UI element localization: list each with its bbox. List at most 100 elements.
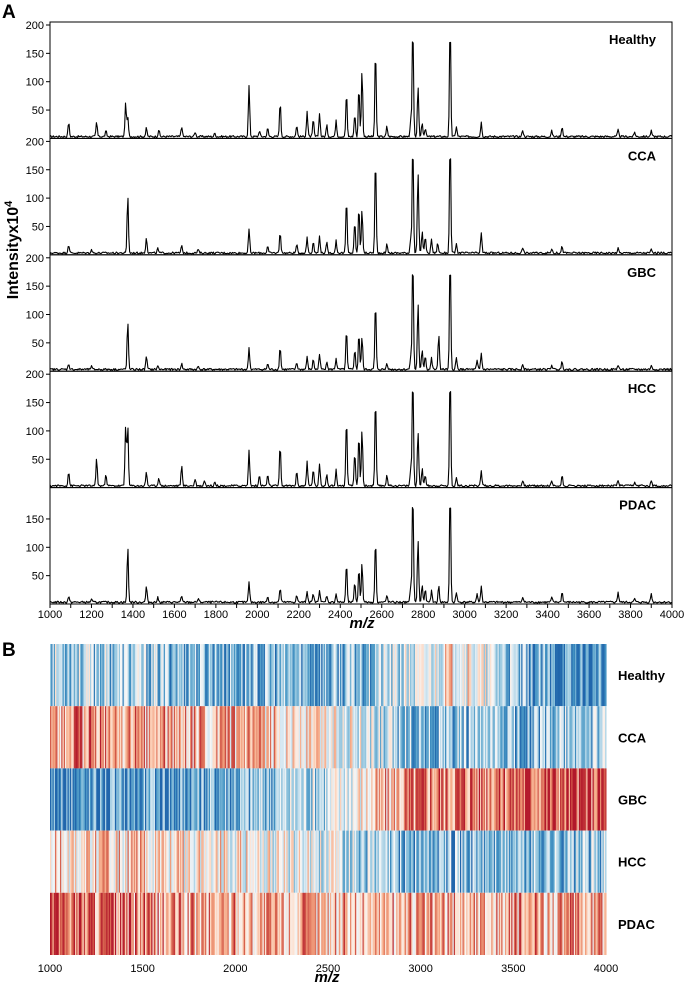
heatmap-cell <box>523 706 526 769</box>
heatmap-cell <box>102 768 105 831</box>
heatmap-cell <box>143 644 146 707</box>
heatmap-cell <box>361 706 363 769</box>
heatmap-cell <box>388 768 391 831</box>
heatmap-cell <box>165 892 167 955</box>
heatmap-cell <box>285 644 287 707</box>
heatmap-cell <box>547 892 550 955</box>
heatmap-cell <box>455 892 457 955</box>
heatmap-cell <box>591 892 593 955</box>
heatmap-cell <box>188 706 191 769</box>
heatmap-cell <box>121 830 123 893</box>
heatmap-cell <box>445 644 447 707</box>
heatmap-cell <box>553 830 556 893</box>
heatmap-cell <box>198 644 201 707</box>
heatmap-cell <box>507 830 510 893</box>
heatmap-cell <box>370 892 372 955</box>
heatmap-cell <box>251 892 253 955</box>
heatmap-cell <box>82 830 85 893</box>
heatmap-cell <box>133 830 136 893</box>
heatmap-cell <box>197 768 200 831</box>
heatmap-cell <box>510 706 512 769</box>
heatmap-cell <box>268 706 271 769</box>
heatmap-cell <box>283 830 286 893</box>
heatmap-cell <box>531 892 533 955</box>
heatmap-cell <box>186 830 188 893</box>
heatmap-cell <box>470 706 472 769</box>
heatmap-cell <box>393 644 396 707</box>
heatmap-cell <box>106 644 108 707</box>
heatmap-cell <box>97 768 100 831</box>
heatmap-cell <box>301 644 303 707</box>
heatmap-cell <box>350 644 352 707</box>
heatmap-cell <box>242 892 245 955</box>
heatmap-cell <box>91 706 93 769</box>
heatmap-cell <box>228 768 231 831</box>
heatmap-cell <box>136 892 138 955</box>
heatmap-cell <box>136 644 138 707</box>
heatmap-cell <box>333 830 336 893</box>
heatmap-cell <box>403 830 406 893</box>
heatmap-cell <box>487 768 490 831</box>
heatmap-cell <box>522 644 525 707</box>
heatmap-cell <box>601 706 603 769</box>
heatmap-cell <box>553 644 556 707</box>
heatmap-cell <box>190 830 192 893</box>
heatmap-cell <box>242 644 245 707</box>
panel-letter-a: A <box>2 2 16 23</box>
heatmap-cell <box>105 644 107 707</box>
heatmap-cell <box>353 644 356 707</box>
heatmap-cell <box>113 706 116 769</box>
heatmap-cell <box>303 768 306 831</box>
heatmap-cell <box>490 644 492 707</box>
heatmap-cell <box>72 768 75 831</box>
heatmap-cell <box>348 768 351 831</box>
heatmap-cell <box>80 768 82 831</box>
group-label: PDAC <box>619 498 656 513</box>
heatmap-cell <box>338 892 341 955</box>
heatmap-cell <box>356 706 358 769</box>
heatmap-cell <box>120 768 122 831</box>
heatmap-cell <box>235 768 237 831</box>
heatmap-cell <box>400 830 402 893</box>
heatmap-cell <box>130 768 132 831</box>
heatmap-cell <box>180 892 182 955</box>
heatmap-cell <box>537 644 540 707</box>
heatmap-cell <box>152 706 155 769</box>
heatmap-cell <box>605 768 607 831</box>
heatmap-cell <box>130 644 132 707</box>
heatmap-cell <box>491 768 493 831</box>
heatmap-cell <box>152 644 155 707</box>
heatmap-cell <box>92 768 95 831</box>
heatmap-cell <box>153 892 156 955</box>
heatmap-cell <box>397 768 400 831</box>
heatmap-cell <box>171 644 173 707</box>
heatmap-cell <box>155 830 157 893</box>
heatmap-cell <box>208 768 211 831</box>
heatmap-cell <box>592 644 595 707</box>
heatmap-cell <box>325 706 327 769</box>
heatmap-cell <box>77 644 80 707</box>
heatmap-cell <box>558 644 561 707</box>
heatmap-cell <box>527 768 530 831</box>
heatmap-cell <box>522 706 525 769</box>
heatmap-cell <box>312 706 315 769</box>
heatmap-cell <box>137 892 140 955</box>
heatmap-cell <box>190 892 192 955</box>
heatmap-cell <box>55 768 57 831</box>
heatmap-cell <box>363 768 366 831</box>
heatmap-cell <box>332 768 335 831</box>
heatmap-cell <box>281 768 283 831</box>
heatmap-cell <box>390 706 392 769</box>
heatmap-cell <box>212 706 215 769</box>
heatmap-cell <box>511 644 513 707</box>
heatmap-cell <box>388 644 391 707</box>
heatmap-cell <box>373 644 376 707</box>
heatmap-cell <box>88 768 91 831</box>
heatmap-cell <box>270 706 272 769</box>
heatmap-cell <box>282 706 285 769</box>
heatmap-cell <box>256 706 258 769</box>
heatmap-cell <box>261 706 263 769</box>
heatmap-cell <box>187 892 190 955</box>
heatmap-cell <box>383 706 386 769</box>
group-label: Healthy <box>609 32 657 47</box>
